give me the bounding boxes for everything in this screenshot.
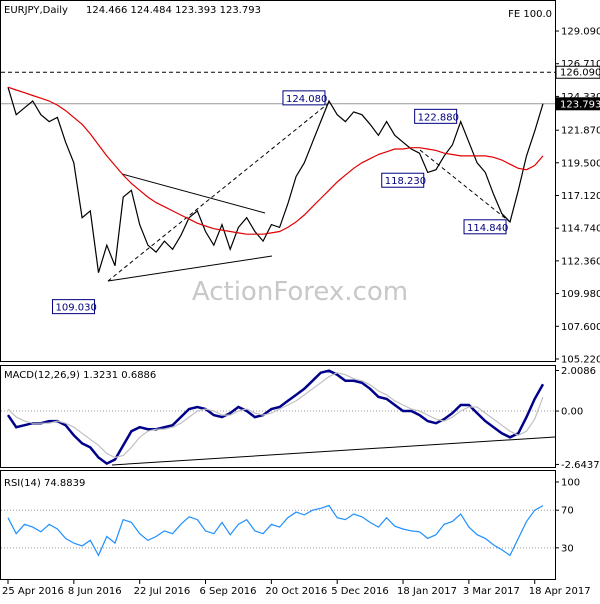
- annotation-box: [414, 108, 458, 124]
- price-box: [555, 65, 600, 79]
- x-tick-label: 20 Oct 2016: [265, 586, 327, 597]
- y-tick-label: 109.980: [561, 289, 600, 300]
- y-tick-label: 2.0086: [561, 366, 596, 377]
- price-label: 126.090: [560, 68, 600, 79]
- y-tick-label: -2.6437: [561, 460, 600, 471]
- annotation-label: 114.840: [467, 223, 508, 234]
- trend-line: [107, 101, 331, 282]
- y-tick-label: 105.220: [561, 354, 600, 365]
- chart-title: EURJPY,Daily: [4, 5, 68, 16]
- y-tick-label: 117.120: [561, 191, 600, 202]
- y-tick-label: 0.00: [561, 407, 583, 418]
- x-tick-label: 6 Sep 2016: [200, 586, 257, 597]
- price-label: 123.793: [560, 99, 600, 110]
- price-frame: [0, 0, 556, 362]
- x-tick-label: 8 Jun 2016: [68, 586, 122, 597]
- trend-line: [107, 255, 273, 282]
- annotation-box: [282, 90, 326, 106]
- macd-frame: [0, 365, 556, 468]
- x-tick-label: 18 Apr 2017: [529, 586, 591, 597]
- annotation-label: 124.080: [286, 94, 327, 105]
- y-tick-label: 126.710: [561, 59, 600, 70]
- price-box: [555, 97, 600, 111]
- series-line: [7, 504, 544, 557]
- y-tick-label: 121.870: [561, 126, 600, 137]
- trend-line: [419, 149, 511, 223]
- x-tick-label: 5 Dec 2016: [331, 586, 389, 597]
- annotation-label: 109.030: [56, 303, 97, 314]
- watermark: ActionForex.com: [192, 277, 408, 307]
- annotation-box: [463, 219, 507, 235]
- macd-title: MACD(12,26,9) 1.3231 0.6886: [4, 370, 156, 381]
- x-tick-label: 18 Jan 2017: [397, 586, 457, 597]
- y-tick-label: 70: [561, 506, 574, 517]
- annotation-label: 118.230: [385, 176, 426, 187]
- series-line: [7, 87, 544, 273]
- annotation-box: [381, 172, 425, 188]
- chart-label: FE 100.0: [508, 9, 552, 20]
- annotation-box: [52, 299, 96, 315]
- y-tick-label: 100: [561, 477, 580, 488]
- y-tick-label: 119.500: [561, 158, 600, 169]
- y-tick-label: 30: [561, 543, 574, 554]
- chart-subtitle: 124.466 124.484 123.393 123.793: [86, 5, 261, 16]
- trend-lines: [107, 101, 556, 466]
- annotation-label: 122.880: [418, 112, 459, 123]
- rsi-title: RSI(14) 74.8839: [4, 478, 85, 489]
- x-tick-label: 3 Mar 2017: [463, 586, 520, 597]
- y-tick-label: 114.740: [561, 224, 600, 235]
- x-tick-label: 22 Jul 2016: [134, 586, 191, 597]
- series-line: [6, 369, 545, 466]
- series-line: [7, 372, 544, 459]
- y-tick-label: 129.090: [561, 27, 600, 38]
- rsi-frame: [0, 470, 556, 580]
- y-tick-label: 112.360: [561, 256, 600, 267]
- y-tick-label: 107.600: [561, 322, 600, 333]
- series-line: [7, 86, 544, 235]
- trend-line: [111, 436, 556, 466]
- trend-line: [121, 173, 266, 214]
- x-tick-label: 25 Apr 2016: [2, 586, 64, 597]
